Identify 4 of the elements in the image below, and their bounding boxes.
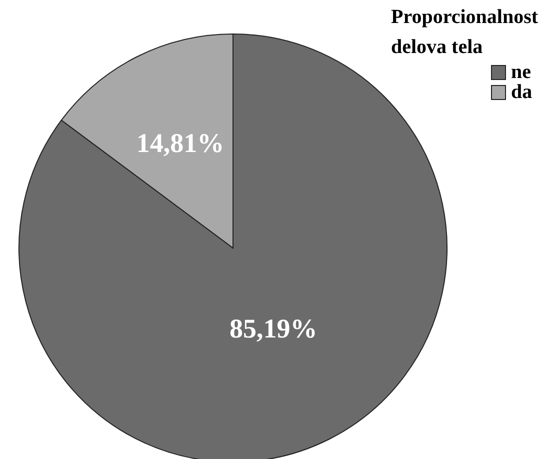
data-label: 14,81%	[136, 128, 224, 158]
legend-label: da	[511, 81, 532, 103]
legend-label: ne	[511, 61, 531, 83]
data-label: 85,19%	[229, 313, 318, 344]
